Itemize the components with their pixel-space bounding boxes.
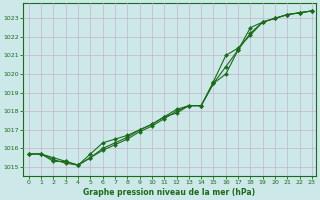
X-axis label: Graphe pression niveau de la mer (hPa): Graphe pression niveau de la mer (hPa) xyxy=(83,188,255,197)
